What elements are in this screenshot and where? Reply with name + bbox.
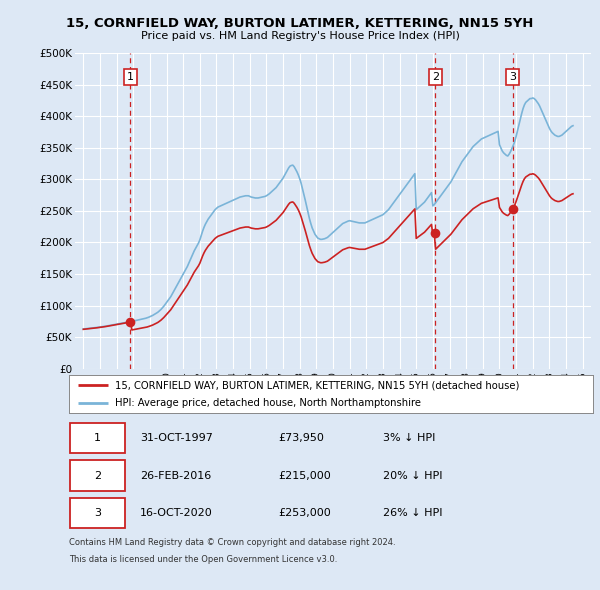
Text: Contains HM Land Registry data © Crown copyright and database right 2024.: Contains HM Land Registry data © Crown c… xyxy=(69,538,395,547)
Text: 16-OCT-2020: 16-OCT-2020 xyxy=(140,508,212,518)
Text: 1: 1 xyxy=(127,72,134,82)
Text: 26% ↓ HPI: 26% ↓ HPI xyxy=(383,508,443,518)
Text: 1: 1 xyxy=(94,433,101,443)
Text: 3: 3 xyxy=(509,72,516,82)
Text: Price paid vs. HM Land Registry's House Price Index (HPI): Price paid vs. HM Land Registry's House … xyxy=(140,31,460,41)
Text: 20% ↓ HPI: 20% ↓ HPI xyxy=(383,471,443,480)
Text: 2: 2 xyxy=(94,471,101,480)
Text: 2: 2 xyxy=(432,72,439,82)
Text: 15, CORNFIELD WAY, BURTON LATIMER, KETTERING, NN15 5YH: 15, CORNFIELD WAY, BURTON LATIMER, KETTE… xyxy=(67,17,533,30)
Text: £73,950: £73,950 xyxy=(278,433,325,443)
FancyBboxPatch shape xyxy=(70,460,125,491)
Text: This data is licensed under the Open Government Licence v3.0.: This data is licensed under the Open Gov… xyxy=(69,555,337,563)
Text: 15, CORNFIELD WAY, BURTON LATIMER, KETTERING, NN15 5YH (detached house): 15, CORNFIELD WAY, BURTON LATIMER, KETTE… xyxy=(115,381,520,391)
Text: 31-OCT-1997: 31-OCT-1997 xyxy=(140,433,212,443)
Text: 26-FEB-2016: 26-FEB-2016 xyxy=(140,471,211,480)
Text: 3% ↓ HPI: 3% ↓ HPI xyxy=(383,433,436,443)
Text: £253,000: £253,000 xyxy=(278,508,331,518)
Text: 3: 3 xyxy=(94,508,101,518)
Text: HPI: Average price, detached house, North Northamptonshire: HPI: Average price, detached house, Nort… xyxy=(115,398,421,408)
Text: £215,000: £215,000 xyxy=(278,471,331,480)
FancyBboxPatch shape xyxy=(70,498,125,528)
FancyBboxPatch shape xyxy=(70,423,125,453)
